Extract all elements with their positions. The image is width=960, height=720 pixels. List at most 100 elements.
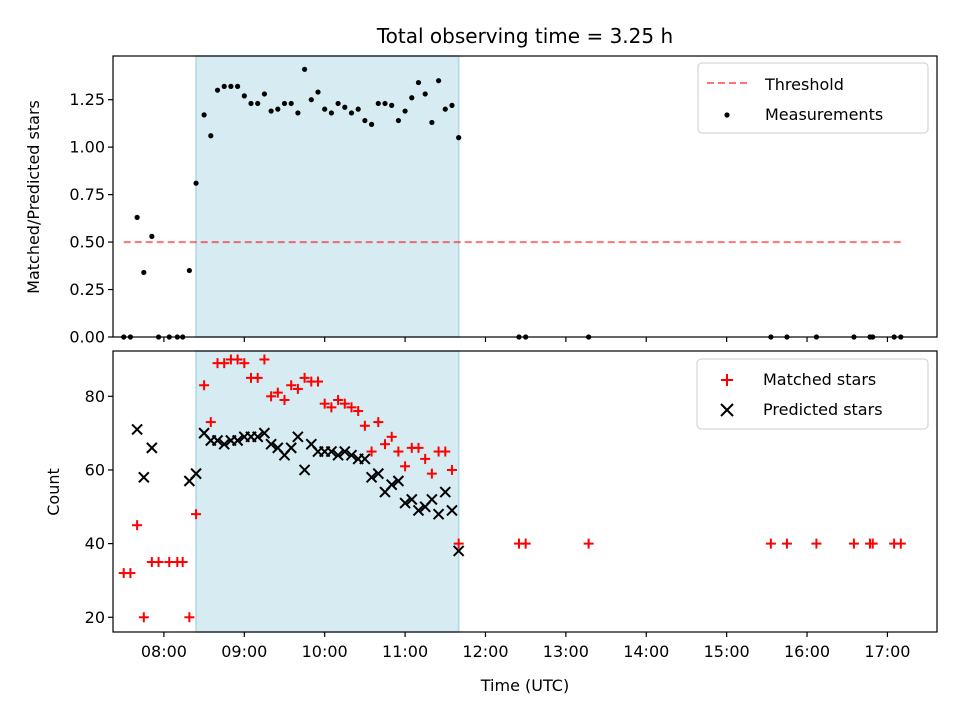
bottom-legend-box bbox=[696, 358, 929, 430]
matched-star-point bbox=[413, 442, 424, 453]
measurement-point bbox=[201, 112, 207, 118]
y-tick-label: 0.50 bbox=[69, 233, 105, 252]
top-x-ticks bbox=[163, 337, 889, 342]
measurement-point bbox=[281, 100, 288, 107]
bottom-y-axis-label: Count bbox=[44, 468, 63, 516]
matched-star-point bbox=[520, 538, 531, 549]
predicted-star-point bbox=[426, 493, 438, 506]
matched-star-point bbox=[379, 439, 390, 450]
predicted-star-point bbox=[292, 431, 304, 443]
predicted-star-point bbox=[359, 453, 371, 465]
y-tick-label: 0.00 bbox=[69, 328, 105, 347]
measurement-point bbox=[368, 121, 375, 127]
measurement-point bbox=[402, 108, 408, 114]
legend-matched-label: Matched stars bbox=[763, 370, 876, 389]
matched-star-point bbox=[446, 464, 457, 475]
top-axes-frame bbox=[112, 55, 938, 338]
matched-star-point bbox=[286, 380, 297, 391]
measurement-point bbox=[208, 133, 214, 139]
x-tick-label: 13:00 bbox=[543, 642, 589, 661]
matched-star-point bbox=[272, 387, 283, 398]
matched-star-point bbox=[867, 538, 878, 549]
legend-predicted-label: Predicted stars bbox=[763, 400, 883, 419]
count-points bbox=[118, 354, 906, 623]
y-tick-label: 40 bbox=[85, 534, 105, 553]
top-observing-window-shade bbox=[195, 55, 460, 338]
matched-star-point bbox=[781, 538, 792, 549]
matched-star-point bbox=[400, 461, 411, 472]
measurement-point bbox=[322, 106, 328, 112]
matched-star-point bbox=[420, 453, 431, 464]
measurement-point bbox=[409, 95, 415, 101]
measurement-point bbox=[335, 100, 341, 107]
measurement-point bbox=[261, 91, 268, 97]
predicted-star-point bbox=[339, 445, 351, 458]
measurement-point bbox=[248, 100, 254, 107]
predicted-star-point bbox=[345, 449, 358, 461]
measurement-point bbox=[214, 87, 221, 93]
predicted-star-point bbox=[258, 427, 271, 439]
legend-matched-swatch bbox=[721, 374, 733, 386]
predicted-star-point bbox=[412, 504, 425, 517]
top-y-ticks: 0.00 0.25 0.50 0.75 1.00 1.25 bbox=[69, 90, 113, 347]
predicted-star-point bbox=[265, 438, 277, 450]
predicted-star-point bbox=[332, 449, 344, 461]
matched-star-point bbox=[191, 509, 202, 520]
predicted-star-point bbox=[231, 434, 244, 447]
predicted-star-point bbox=[399, 497, 411, 509]
matched-star-point bbox=[895, 538, 906, 549]
predicted-star-point bbox=[432, 508, 445, 520]
measurement-point bbox=[348, 110, 355, 116]
measurement-point bbox=[221, 83, 227, 89]
measurement-point bbox=[295, 110, 301, 116]
measurement-point bbox=[255, 100, 261, 107]
matched-star-point bbox=[440, 446, 451, 457]
measurement-point bbox=[149, 233, 155, 239]
y-tick-label: 1.25 bbox=[69, 90, 105, 109]
measurement-point bbox=[456, 135, 462, 141]
matched-star-point bbox=[125, 568, 136, 579]
x-tick-label: 11:00 bbox=[382, 642, 428, 661]
x-tick-label: 14:00 bbox=[623, 642, 669, 661]
top-legend: Threshold Measurements bbox=[697, 62, 929, 134]
measurement-point bbox=[308, 97, 314, 103]
measurement-point bbox=[422, 91, 428, 97]
matched-star-point bbox=[583, 538, 594, 549]
matched-star-point bbox=[426, 468, 437, 479]
predicted-star-point bbox=[452, 545, 465, 557]
x-tick-label: 08:00 bbox=[141, 642, 187, 661]
measurement-point bbox=[382, 100, 388, 107]
bottom-x-ticks: 08:00 09:00 10:00 11:00 12:00 13:00 14:00 15:00… bbox=[141, 632, 910, 661]
predicted-star-point bbox=[131, 423, 143, 436]
legend-predicted-swatch bbox=[720, 403, 734, 417]
measurement-point bbox=[342, 104, 348, 110]
legend-measurements-label: Measurements bbox=[765, 105, 883, 124]
matched-star-point bbox=[266, 391, 277, 402]
measurement-point bbox=[193, 180, 199, 186]
measurement-point bbox=[362, 117, 368, 124]
measurement-point bbox=[141, 269, 147, 276]
y-tick-label: 80 bbox=[85, 387, 105, 406]
predicted-star-point bbox=[446, 504, 458, 517]
predicted-star-point bbox=[218, 438, 230, 450]
y-tick-label: 0.75 bbox=[69, 185, 105, 204]
predicted-star-point bbox=[138, 471, 150, 484]
predicted-star-point bbox=[298, 464, 311, 476]
predicted-star-point bbox=[325, 445, 338, 458]
matched-star-point bbox=[393, 446, 404, 457]
predicted-star-point bbox=[146, 442, 158, 454]
legend-threshold-label: Threshold bbox=[764, 75, 844, 94]
matched-star-point bbox=[292, 383, 303, 394]
bottom-y-ticks: 20 40 60 80 bbox=[85, 387, 113, 627]
measurement-point bbox=[241, 93, 247, 99]
predicted-star-point bbox=[406, 493, 418, 506]
predicted-star-point bbox=[372, 467, 384, 480]
matched-star-point bbox=[199, 380, 210, 391]
top-y-axis-label: Matched/Predicted stars bbox=[24, 100, 43, 294]
measurement-point bbox=[449, 102, 455, 108]
measurement-point bbox=[442, 106, 448, 112]
bottom-legend: Matched stars Predicted stars bbox=[696, 358, 929, 430]
x-tick-label: 10:00 bbox=[302, 642, 348, 661]
measurement-point bbox=[315, 89, 321, 95]
